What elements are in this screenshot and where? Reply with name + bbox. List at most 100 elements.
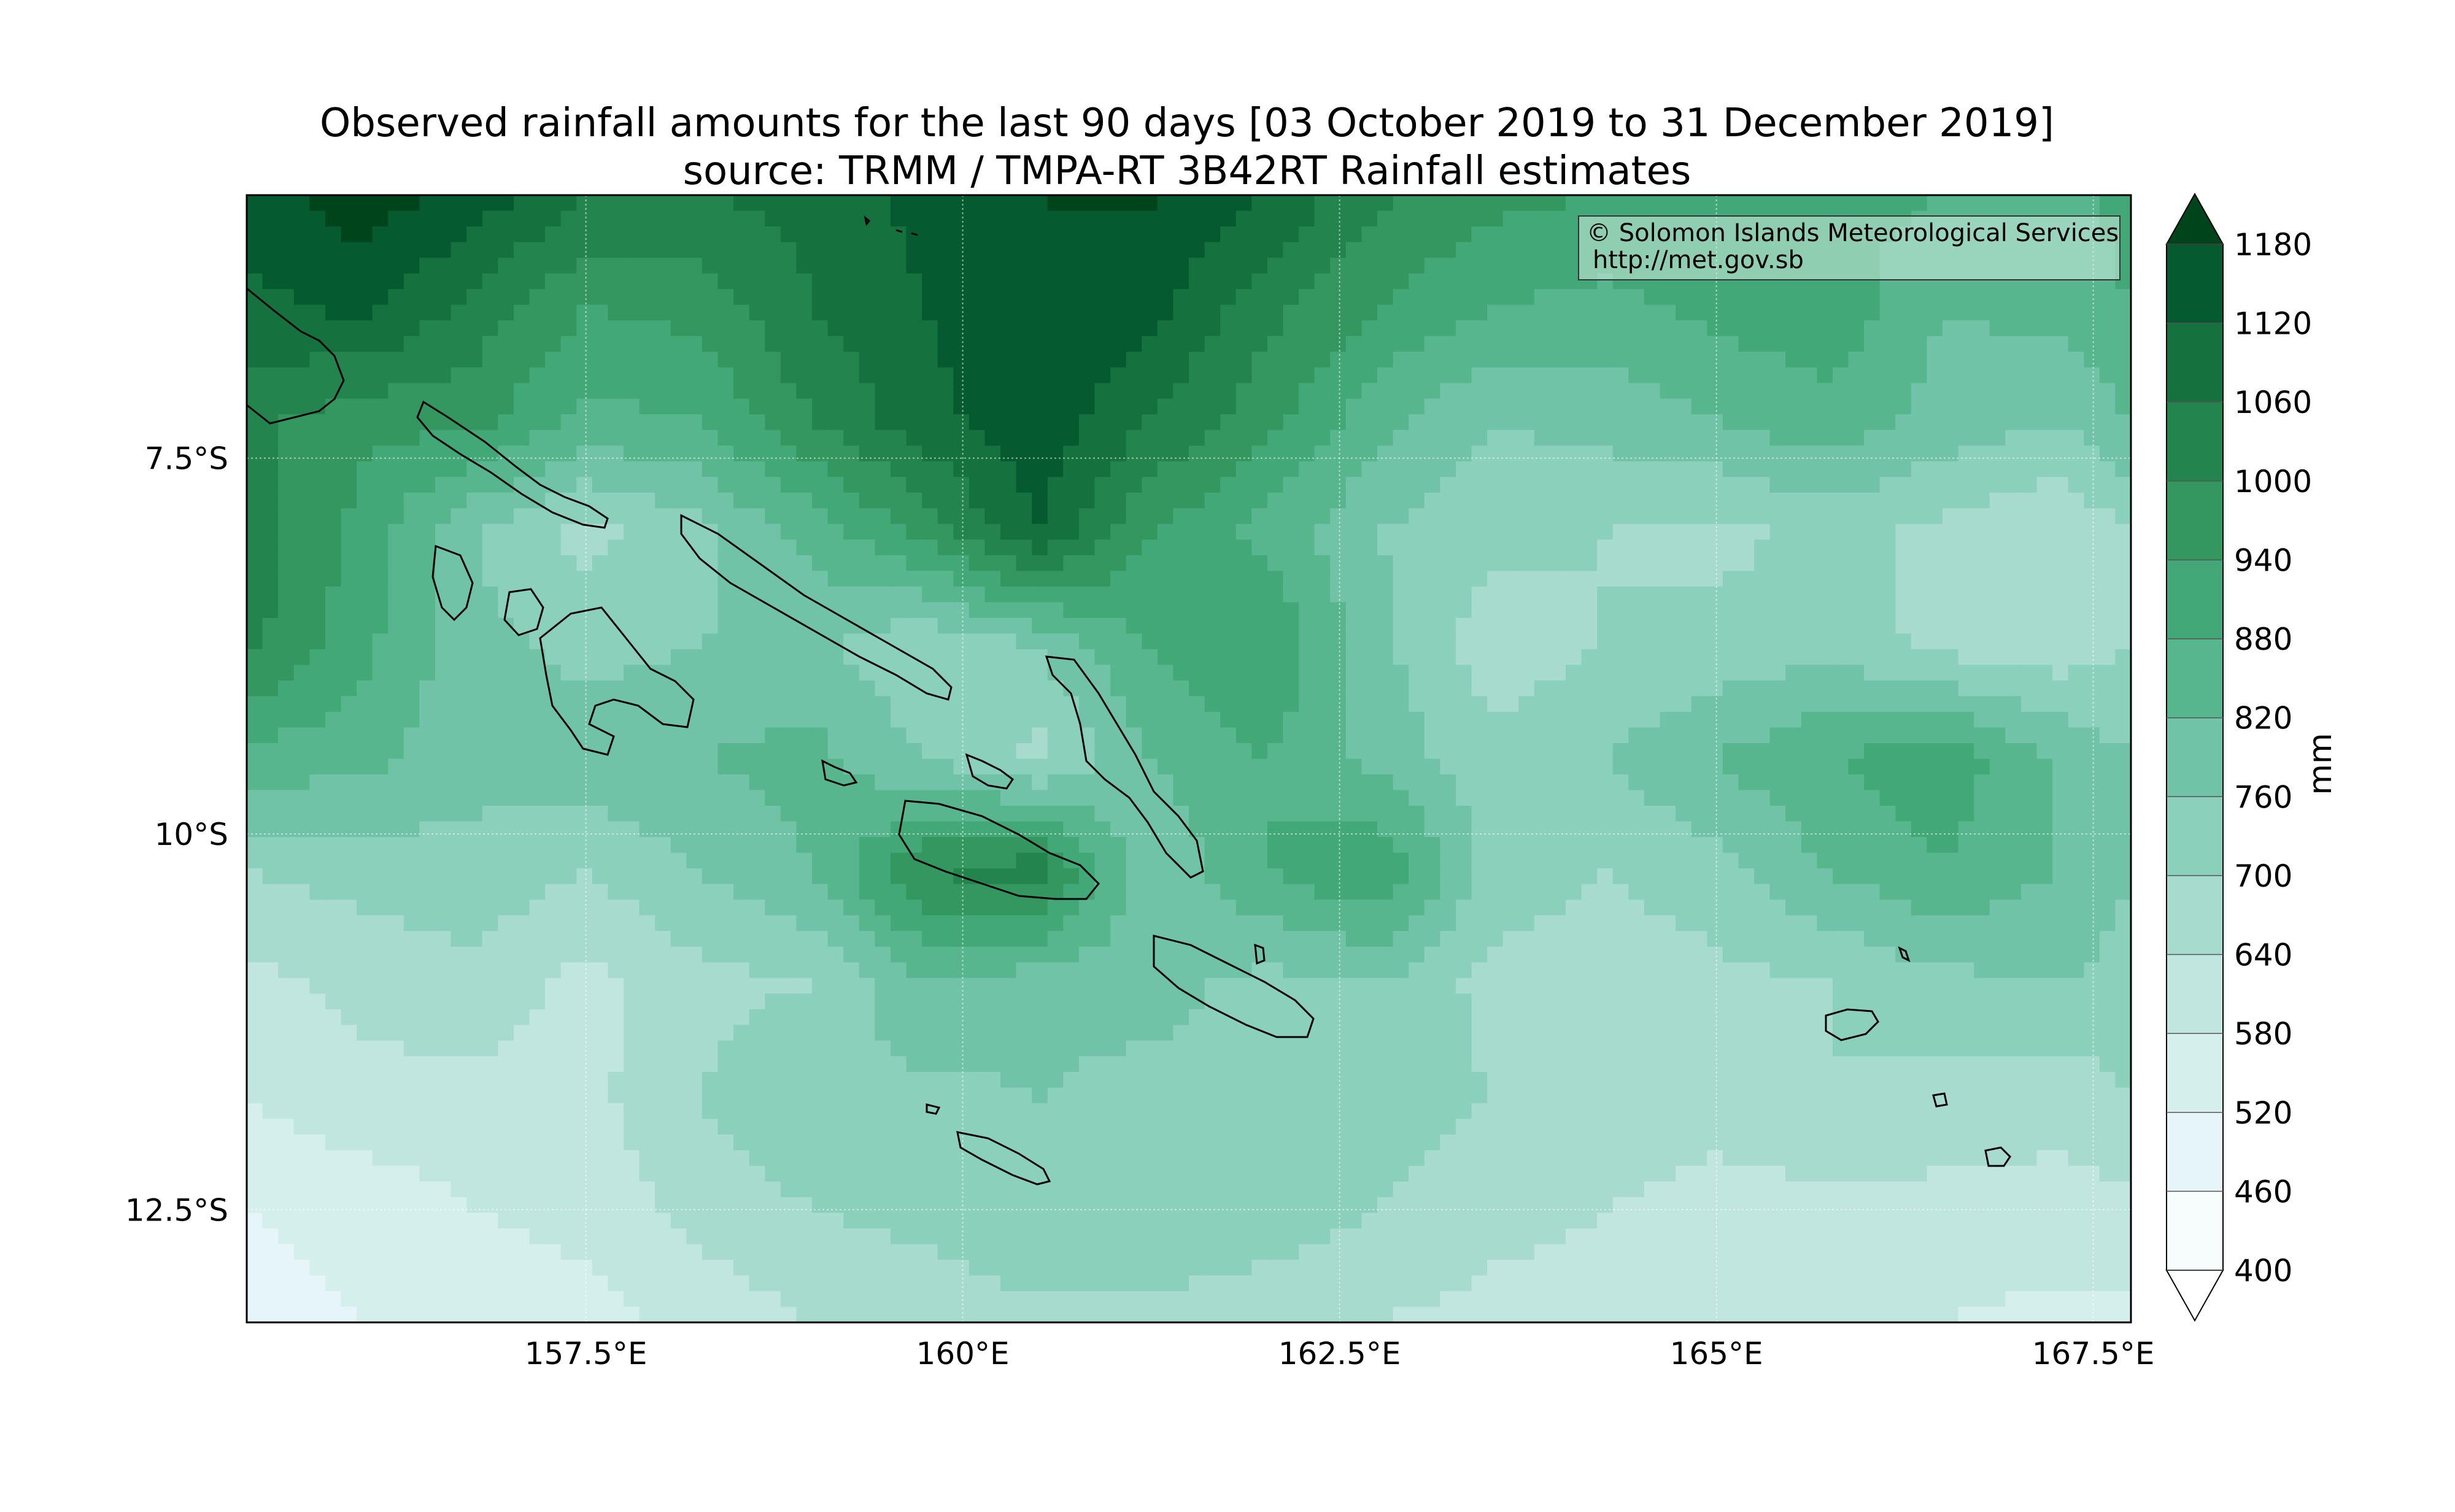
rainfall-cell bbox=[1707, 649, 1723, 666]
rainfall-cell bbox=[1518, 320, 1535, 337]
rainfall-cell bbox=[1063, 742, 1080, 760]
rainfall-cell bbox=[293, 258, 311, 274]
rainfall-cell bbox=[592, 195, 609, 212]
rainfall-cell bbox=[1283, 477, 1299, 493]
rainfall-cell bbox=[435, 461, 452, 478]
rainfall-cell bbox=[1597, 665, 1614, 681]
rainfall-cell bbox=[419, 430, 436, 447]
rainfall-cell bbox=[2036, 696, 2053, 712]
rainfall-cell bbox=[1094, 320, 1111, 337]
rainfall-cell bbox=[1299, 790, 1315, 806]
rainfall-cell bbox=[843, 383, 860, 399]
rainfall-cell bbox=[247, 367, 263, 384]
rainfall-cell bbox=[372, 649, 389, 666]
rainfall-cell bbox=[1707, 586, 1723, 603]
rainfall-cell bbox=[1943, 523, 1959, 541]
rainfall-cell bbox=[686, 477, 703, 493]
rainfall-cell bbox=[1016, 806, 1032, 822]
rainfall-cell bbox=[529, 289, 546, 306]
rainfall-cell bbox=[1078, 430, 1096, 447]
rainfall-cell bbox=[890, 758, 907, 775]
rainfall-cell bbox=[1471, 367, 1488, 384]
rainfall-cell bbox=[796, 273, 813, 290]
rainfall-cell bbox=[1566, 680, 1582, 697]
rainfall-cell bbox=[1864, 617, 1881, 634]
rainfall-cell bbox=[765, 289, 781, 306]
rainfall-cell bbox=[1110, 665, 1127, 681]
rainfall-cell bbox=[1440, 367, 1456, 384]
rainfall-cell bbox=[2005, 477, 2022, 493]
rainfall-cell bbox=[1722, 336, 1739, 352]
rainfall-cell bbox=[1550, 649, 1566, 666]
rainfall-cell bbox=[1173, 383, 1189, 399]
rainfall-cell bbox=[1534, 821, 1551, 838]
rainfall-cell bbox=[937, 837, 954, 854]
rainfall-cell bbox=[1848, 523, 1865, 541]
rainfall-cell bbox=[1927, 742, 1943, 760]
rainfall-cell bbox=[1126, 821, 1143, 838]
rainfall-cell bbox=[1989, 477, 2006, 493]
rainfall-cell bbox=[1047, 711, 1064, 728]
rainfall-cell bbox=[529, 665, 546, 681]
rainfall-cell bbox=[1769, 571, 1786, 587]
rainfall-cell bbox=[1471, 758, 1488, 775]
rainfall-cell bbox=[247, 430, 263, 447]
rainfall-cell bbox=[2068, 602, 2085, 619]
rainfall-cell bbox=[1534, 398, 1551, 415]
rainfall-cell bbox=[1220, 242, 1237, 258]
rainfall-cell bbox=[576, 617, 593, 634]
rainfall-cell bbox=[827, 336, 844, 352]
rainfall-cell bbox=[1299, 383, 1315, 399]
rainfall-cell bbox=[1848, 430, 1865, 447]
rainfall-cell bbox=[1534, 806, 1551, 822]
rainfall-cell bbox=[1550, 304, 1566, 321]
rainfall-cell bbox=[1345, 806, 1363, 822]
rainfall-cell bbox=[1377, 367, 1394, 384]
rainfall-cell bbox=[1142, 837, 1158, 854]
rainfall-cell bbox=[953, 555, 970, 572]
rainfall-cell bbox=[1927, 633, 1943, 650]
rainfall-cell bbox=[1330, 837, 1347, 854]
rainfall-cell bbox=[1189, 602, 1205, 619]
rainfall-cell bbox=[624, 242, 640, 258]
rainfall-cell bbox=[1173, 617, 1189, 634]
rainfall-cell bbox=[1911, 633, 1928, 650]
rainfall-cell bbox=[2068, 367, 2085, 384]
rainfall-cell bbox=[1581, 696, 1598, 712]
rainfall-cell bbox=[1566, 711, 1582, 728]
rainfall-cell bbox=[1974, 304, 1990, 321]
rainfall-cell bbox=[1047, 586, 1064, 603]
rainfall-cell bbox=[812, 414, 829, 431]
rainfall-cell bbox=[968, 414, 986, 431]
rainfall-cell bbox=[1078, 273, 1096, 290]
rainfall-cell bbox=[1769, 555, 1786, 572]
rainfall-cell bbox=[1078, 837, 1096, 854]
rainfall-cell bbox=[1142, 461, 1158, 478]
rainfall-cell bbox=[513, 665, 530, 681]
rainfall-cell bbox=[1801, 665, 1818, 681]
rainfall-cell bbox=[1267, 492, 1284, 509]
rainfall-cell bbox=[749, 774, 766, 791]
rainfall-cell bbox=[1989, 195, 2006, 212]
rainfall-cell bbox=[325, 821, 342, 838]
rainfall-cell bbox=[859, 352, 876, 368]
rainfall-cell bbox=[466, 336, 483, 352]
rainfall-cell bbox=[1393, 790, 1409, 806]
rainfall-cell bbox=[545, 383, 562, 399]
rainfall-cell bbox=[1377, 837, 1394, 854]
rainfall-cell bbox=[906, 696, 922, 712]
rainfall-cell bbox=[1204, 523, 1221, 541]
rainfall-cell bbox=[1832, 492, 1849, 509]
rainfall-cell bbox=[1016, 742, 1032, 760]
rainfall-cell bbox=[1769, 508, 1786, 525]
rainfall-cell bbox=[1848, 555, 1865, 572]
rainfall-cell bbox=[1628, 336, 1645, 352]
rainfall-cell bbox=[1864, 696, 1881, 712]
rainfall-cell bbox=[513, 336, 530, 352]
rainfall-cell bbox=[1722, 680, 1739, 697]
rainfall-cell bbox=[2036, 367, 2053, 384]
rainfall-cell bbox=[780, 539, 797, 556]
rainfall-cell bbox=[341, 336, 357, 352]
rainfall-cell bbox=[1251, 602, 1268, 619]
rainfall-cell bbox=[498, 742, 514, 760]
